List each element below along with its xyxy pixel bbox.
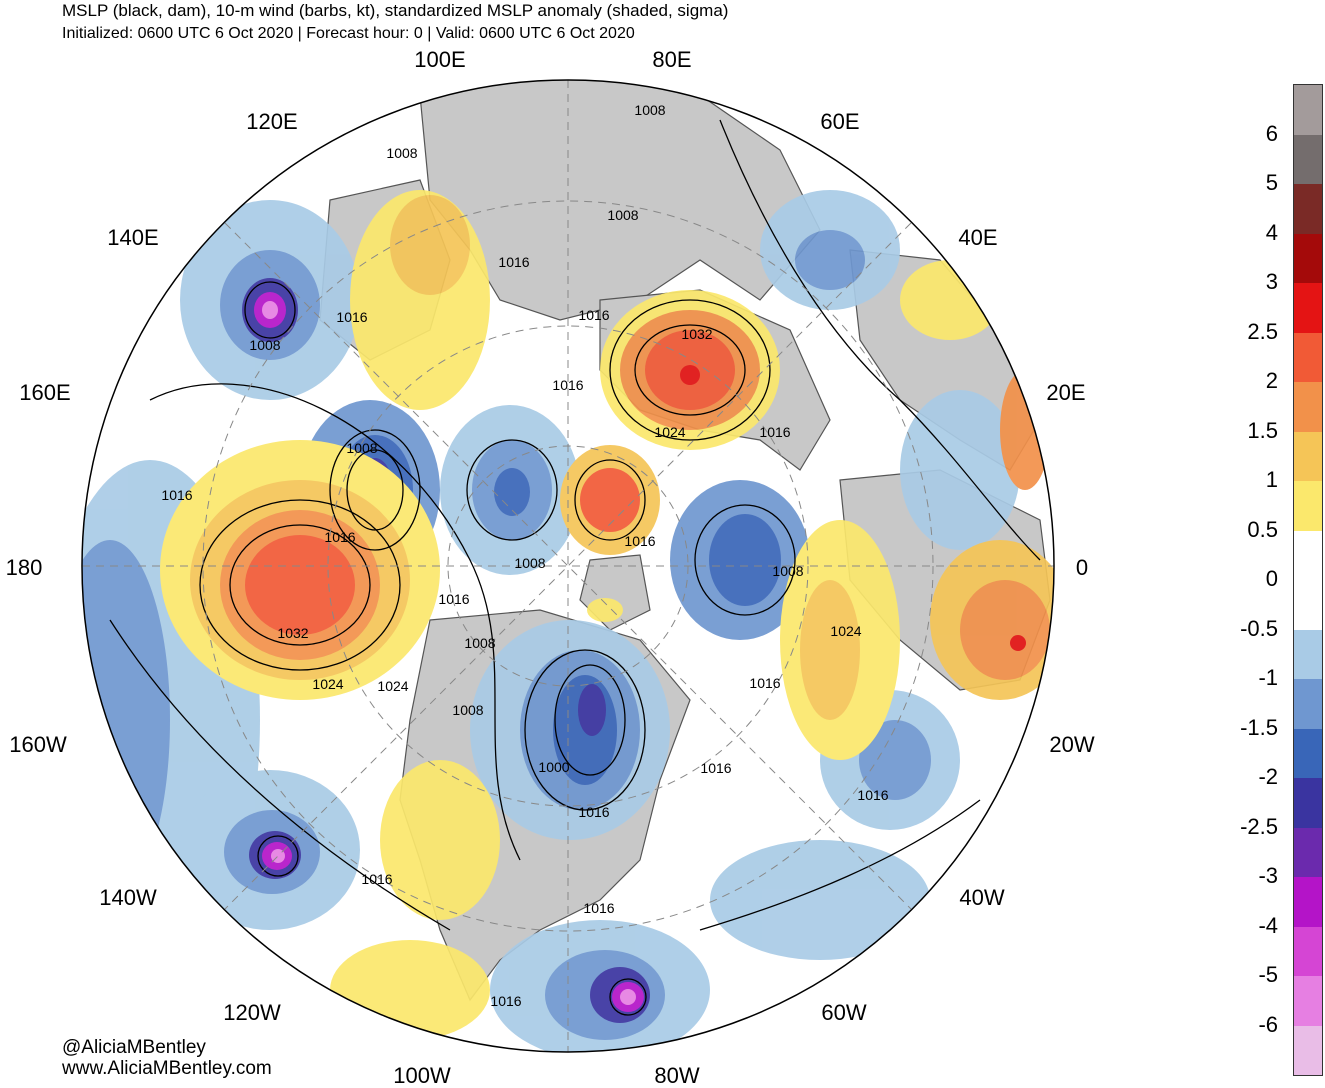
colorbar-label: 0 (1265, 566, 1278, 591)
colorbar-swatch (1294, 778, 1322, 828)
colorbar-label: 6 (1265, 120, 1278, 146)
isobar-label: 1016 (700, 760, 731, 776)
isobar-label: 1008 (452, 702, 483, 718)
colorbar-swatch (1294, 1025, 1322, 1075)
colorbar-label: -2 (1258, 764, 1278, 789)
colorbar-swatch (1294, 332, 1322, 382)
chart-title: MSLP (black, dam), 10-m wind (barbs, kt)… (62, 1, 729, 20)
colorbar-swatch (1294, 382, 1322, 432)
colorbar-label: 1 (1265, 467, 1278, 492)
isobar-label: 1016 (552, 377, 583, 393)
colorbar-label: 1.5 (1247, 417, 1278, 443)
colorbar (1293, 84, 1323, 1076)
colorbar-label: -1.5 (1240, 714, 1278, 740)
longitude-label: 60W (821, 1000, 867, 1025)
longitude-label: 60E (820, 109, 860, 134)
isobar-label: 1024 (377, 678, 408, 694)
longitude-label: 0 (1075, 555, 1089, 580)
colorbar-swatch (1294, 283, 1322, 333)
longitude-label: 20E (1046, 380, 1086, 405)
colorbar-swatch (1294, 976, 1322, 1026)
longitude-label: 140W (99, 885, 157, 910)
longitude-label: 20W (1049, 732, 1095, 757)
colorbar-swatch (1294, 233, 1322, 283)
isobar-label: 1032 (681, 326, 712, 342)
isobar-label: 1024 (312, 676, 343, 692)
isobar-label: 1016 (749, 675, 780, 691)
map-boundary (81, 79, 1055, 1053)
colorbar-swatch (1294, 184, 1322, 234)
colorbar-label: 2 (1265, 368, 1278, 393)
colorbar-label: 0.5 (1247, 516, 1278, 542)
isobar-label: 1016 (624, 533, 655, 549)
longitude-label: 160W (9, 732, 67, 757)
colorbar-label: -4 (1258, 912, 1278, 938)
colorbar-swatch (1294, 481, 1322, 531)
isobar-label: 1016 (361, 871, 392, 887)
colorbar-swatch (1294, 85, 1322, 135)
isobar-label: 1016 (438, 591, 469, 607)
isobar-label: 1016 (759, 424, 790, 440)
colorbar-label: -2.5 (1240, 813, 1278, 839)
longitude-label: 140E (107, 225, 159, 250)
isobar-label: 1008 (346, 440, 377, 456)
isobar-label: 1016 (324, 529, 355, 545)
longitude-label: 100W (393, 1063, 451, 1088)
longitude-label: 120W (223, 1000, 281, 1025)
isobar-label: 1008 (634, 102, 665, 118)
isobar-label: 1016 (578, 804, 609, 820)
isobar-label: 1024 (830, 623, 861, 639)
colorbar-label: -5 (1258, 962, 1278, 987)
isobar-label: 1016 (161, 487, 192, 503)
colorbar-swatch (1294, 679, 1322, 729)
graticule (82, 80, 1054, 1052)
isobar-label: 1008 (386, 145, 417, 161)
longitude-label: 180 (5, 555, 43, 580)
colorbar-swatch (1294, 580, 1322, 630)
longitude-label: 100E (414, 47, 466, 72)
longitude-label: 40W (959, 885, 1005, 910)
credit-twitter: @AliciaMBentley (62, 1037, 206, 1058)
colorbar-label: -6 (1258, 1011, 1278, 1037)
isobar-label: 1008 (249, 337, 280, 353)
colorbar-label: -0.5 (1240, 615, 1278, 641)
isobar-label: 1008 (464, 635, 495, 651)
colorbar-swatch (1294, 134, 1322, 184)
credit-website: www.AliciaMBentley.com (62, 1058, 272, 1079)
isobar-label: 1000 (538, 759, 569, 775)
longitude-label: 80W (654, 1063, 700, 1088)
longitude-label: 120E (246, 109, 298, 134)
colorbar-swatch (1294, 877, 1322, 927)
colorbar-label: 5 (1265, 170, 1278, 195)
colorbar-swatch (1294, 431, 1322, 481)
colorbar-swatch (1294, 926, 1322, 976)
isobar-label: 1016 (336, 309, 367, 325)
isobar-label: 1024 (654, 424, 685, 440)
isobar-label: 1016 (578, 307, 609, 323)
isobar-label: 1008 (772, 563, 803, 579)
isobar-label: 1016 (498, 254, 529, 270)
longitude-label: 80E (652, 47, 692, 72)
colorbar-label: 2.5 (1247, 318, 1278, 344)
longitude-label: 160E (19, 380, 71, 405)
longitude-label: 40E (958, 225, 998, 250)
colorbar-label: -1 (1258, 665, 1278, 690)
isobar-label: 1032 (277, 625, 308, 641)
isobar-label: 1016 (857, 787, 888, 803)
isobar-labels: 1008 1008 1008 1016 1016 1016 1008 1032 1024 1016… (161, 102, 888, 1009)
isobar-label: 1008 (514, 555, 545, 571)
colorbar-swatch (1294, 629, 1322, 679)
colorbar-swatch (1294, 827, 1322, 877)
isobar-label: 1016 (490, 993, 521, 1009)
colorbar-swatch (1294, 530, 1322, 580)
chart-subtitle: Initialized: 0600 UTC 6 Oct 2020 | Forec… (62, 25, 635, 42)
isobar-label: 1016 (583, 900, 614, 916)
colorbar-label: 3 (1265, 269, 1278, 294)
colorbar-label: -3 (1258, 863, 1278, 888)
colorbar-swatch (1294, 728, 1322, 778)
colorbar-label: 4 (1265, 219, 1278, 245)
isobar-label: 1008 (607, 207, 638, 223)
